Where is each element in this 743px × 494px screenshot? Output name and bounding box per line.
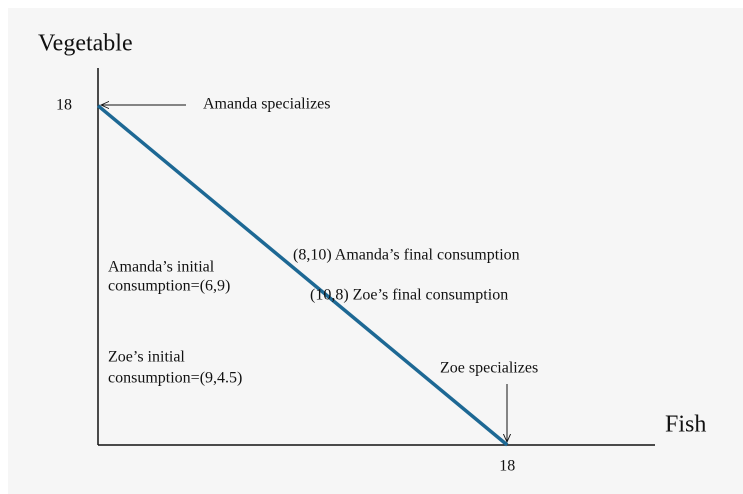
y-tick-label: 18 (56, 96, 72, 113)
annotation: consumption=(9,4.5) (108, 370, 242, 387)
x-tick-label: 18 (499, 458, 515, 475)
annotation: Zoe specializes (440, 360, 538, 377)
ppf-line (96, 104, 509, 447)
annotation: Amanda specializes (203, 96, 331, 113)
y-axis-label: Vegetable (38, 31, 133, 57)
annotation: consumption=(6,9) (108, 278, 230, 295)
annotation: Amanda’s initial (108, 259, 215, 276)
x-axis-label: Fish (665, 412, 706, 438)
annotation: (10,8) Zoe’s final consumption (310, 287, 508, 304)
panel (8, 8, 743, 494)
annotation: (8,10) Amanda’s final consumption (293, 247, 520, 264)
annotation: Zoe’s initial (108, 349, 185, 366)
